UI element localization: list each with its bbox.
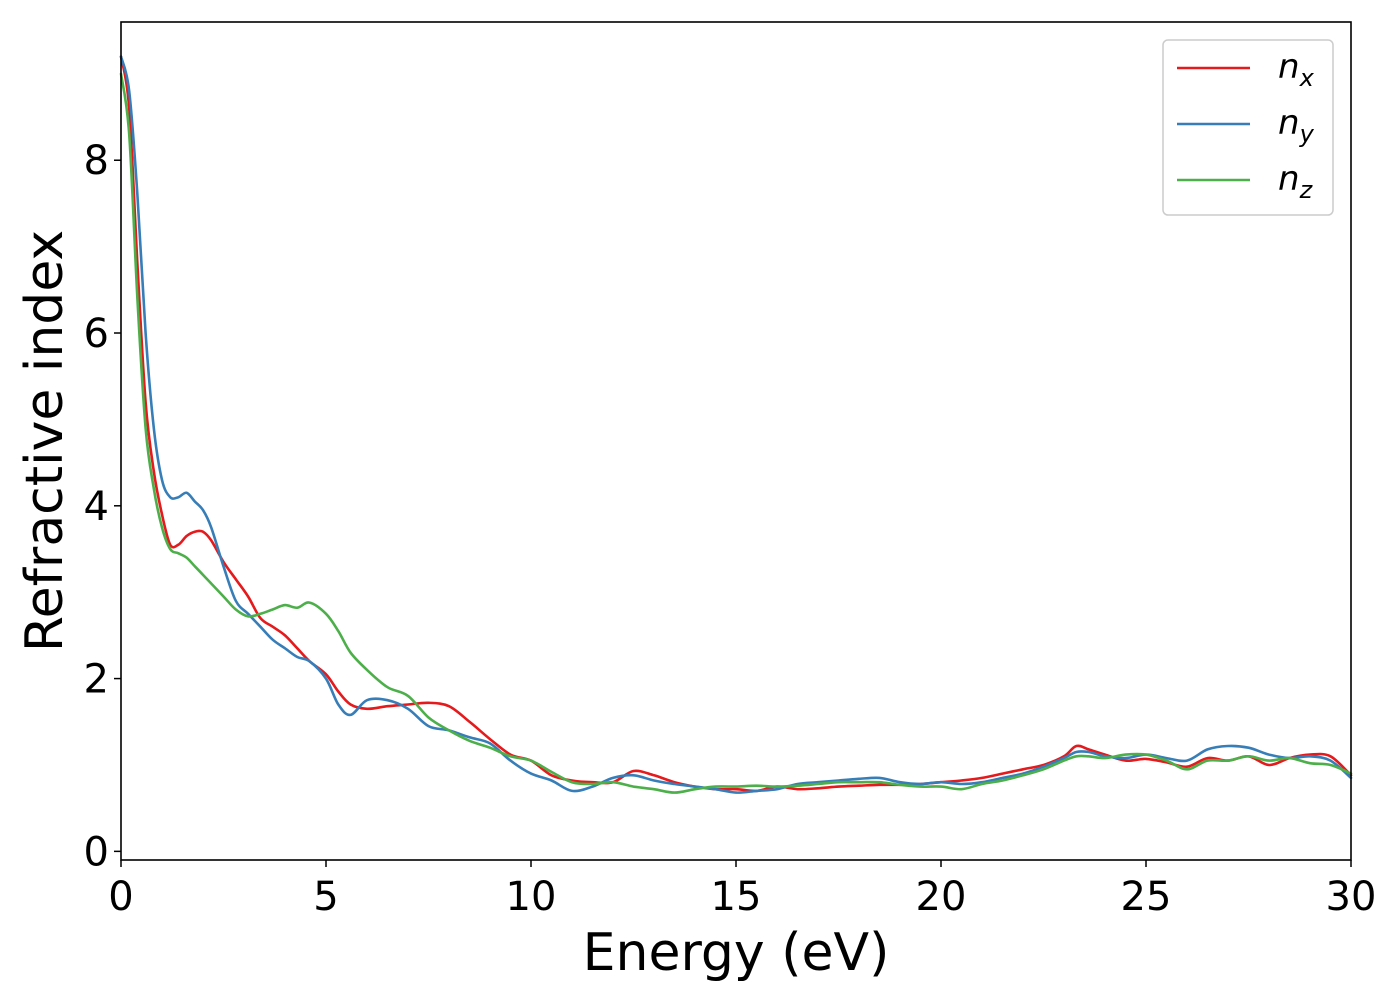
legend-label-base: n (1278, 47, 1300, 87)
y-tick-label: 8 (84, 138, 109, 184)
y-tick-label: 0 (84, 829, 109, 875)
x-axis-label: Energy (eV) (583, 923, 890, 983)
legend-label-n-x: nx (1278, 47, 1315, 92)
series-line-n-z (119, 72, 1353, 794)
y-tick-label: 4 (84, 484, 109, 530)
x-tick-label: 25 (1121, 874, 1172, 920)
y-tick-label: 2 (84, 657, 109, 703)
series-line-n-y (119, 55, 1353, 794)
x-tick-label: 10 (506, 874, 557, 920)
legend-label-subscript: y (1299, 120, 1315, 148)
x-tick-label: 15 (711, 874, 762, 920)
legend-box (1162, 39, 1334, 216)
series-layer (119, 55, 1353, 794)
y-tick-label: 6 (84, 311, 109, 357)
x-tick-label: 5 (313, 874, 338, 920)
legend-label-n-z: nz (1278, 159, 1314, 204)
y-axis-label: Refractive index (15, 230, 75, 652)
legend-label-subscript: z (1299, 176, 1314, 204)
x-tick-label: 30 (1326, 874, 1377, 920)
legend-label-n-y: ny (1278, 103, 1315, 148)
x-tick-label: 0 (108, 874, 133, 920)
legend-label-base: n (1278, 103, 1300, 143)
ticks-layer: 0 5 10 15 20 25 30 0 2 4 6 8 (84, 138, 1377, 920)
x-tick-label: 20 (916, 874, 967, 920)
legend-label-base: n (1278, 159, 1300, 199)
legend-label-subscript: x (1299, 64, 1315, 92)
